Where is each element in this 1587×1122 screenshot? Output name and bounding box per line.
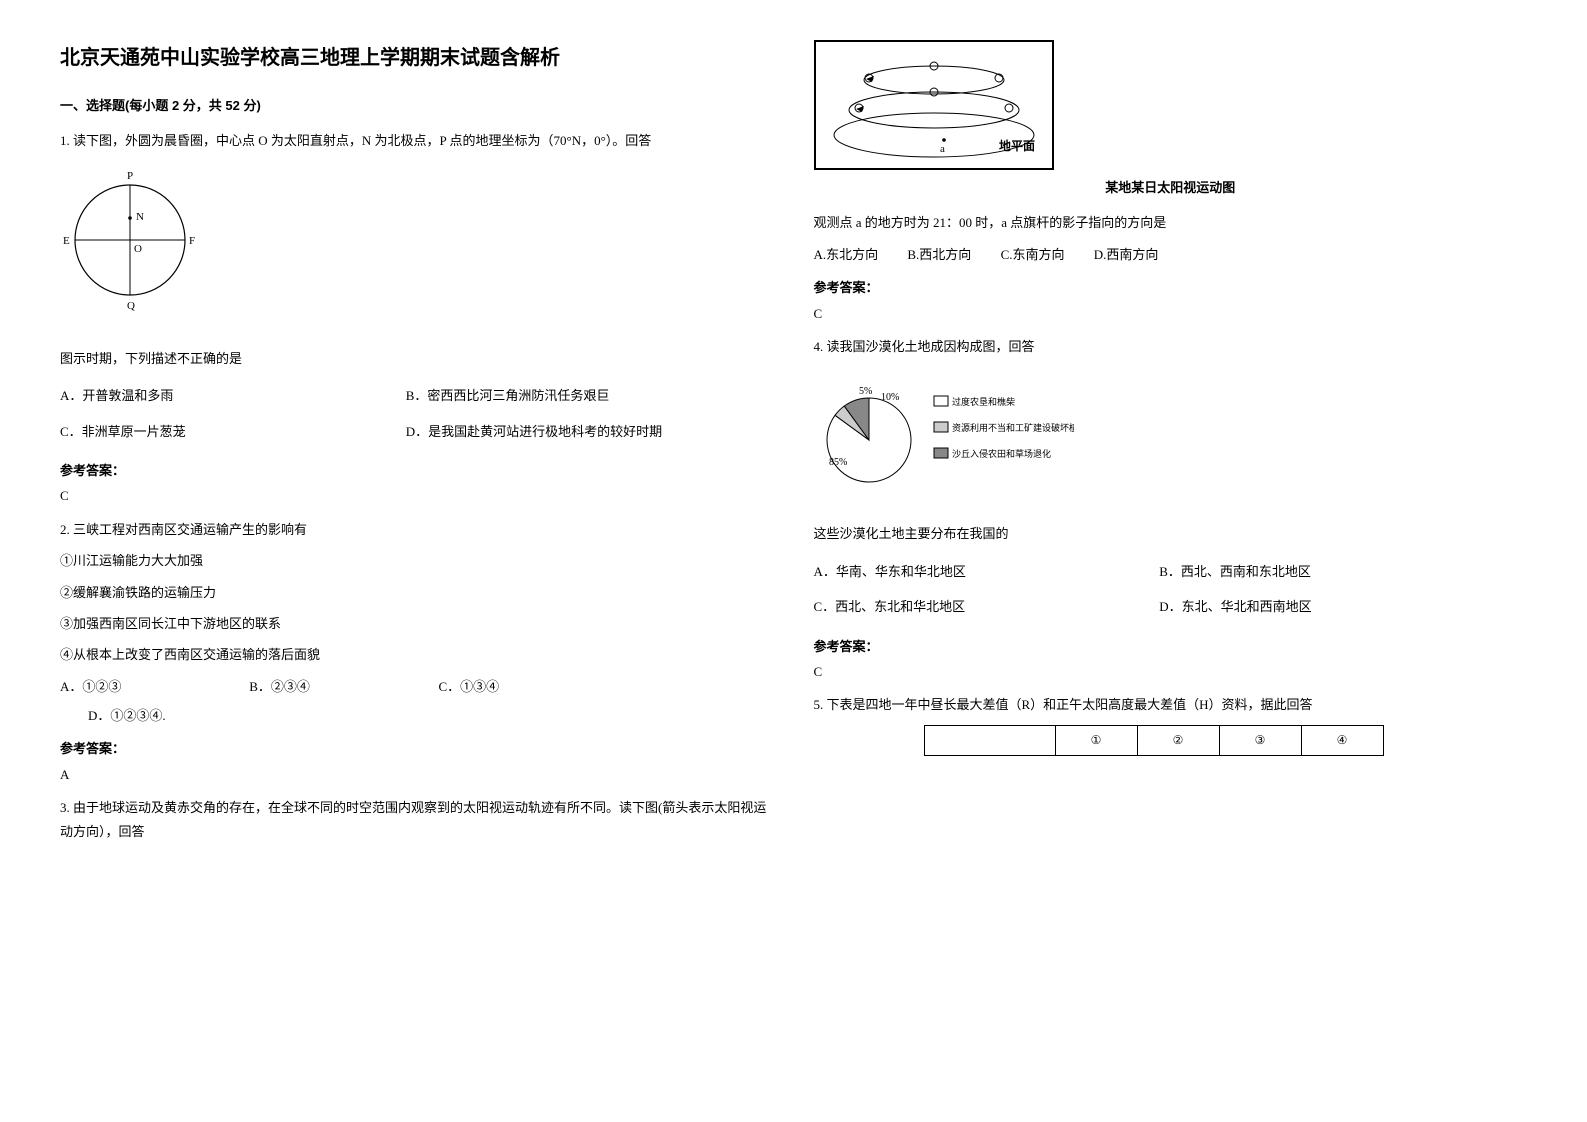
svg-text:F: F xyxy=(189,235,195,247)
q1-stem: 1. 读下图，外圆为晨昏圈，中心点 O 为太阳直射点，N 为北极点，P 点的地理… xyxy=(60,129,774,152)
svg-text:P: P xyxy=(127,170,133,182)
svg-text:a: a xyxy=(940,143,945,155)
q5-th0 xyxy=(924,725,1055,756)
svg-text:沙丘入侵农田和草场退化: 沙丘入侵农田和草场退化 xyxy=(952,448,1051,459)
q5-th2: ② xyxy=(1137,725,1219,756)
svg-text:O: O xyxy=(134,243,142,255)
q2-answer: A xyxy=(60,763,774,786)
q5-th3: ③ xyxy=(1219,725,1301,756)
q4-pie-chart-icon: 85% 5% 10% 过度农垦和樵柴资源利用不当和工矿建设破坏植被沙丘入侵农田和草场退… xyxy=(814,370,1074,510)
q2-item2: ②缓解襄渝铁路的运输压力 xyxy=(60,581,774,604)
q1-option-a: A．开普敦温和多雨 xyxy=(60,384,402,407)
q3-after-fig: 观测点 a 的地方时为 21：00 时，a 点旗杆的影子指向的方向是 xyxy=(814,211,1528,234)
q4-stem: 4. 读我国沙漠化土地成因构成图，回答 xyxy=(814,335,1528,358)
q3-answer-label: 参考答案： xyxy=(814,276,1528,299)
q1-figure: N P E F O Q xyxy=(60,165,774,335)
section-heading: 一、选择题(每小题 2 分，共 52 分) xyxy=(60,94,774,117)
q3-stem: 3. 由于地球运动及黄赤交角的存在，在全球不同的时空范围内观察到的太阳视运动轨迹… xyxy=(60,796,774,843)
q2-option-b: B．②③④ xyxy=(249,675,409,698)
q2-item1: ①川江运输能力大大加强 xyxy=(60,549,774,572)
q2-option-d: D．①②③④. xyxy=(88,704,166,727)
svg-text:资源利用不当和工矿建设破坏植被: 资源利用不当和工矿建设破坏植被 xyxy=(952,422,1074,433)
q1-option-d: D．是我国赴黄河站进行极地科考的较好时期 xyxy=(406,420,748,443)
q3-answer: C xyxy=(814,302,1528,325)
q2-item4: ④从根本上改变了西南区交通运输的落后面貌 xyxy=(60,643,774,666)
q4-option-b: B．西北、西南和东北地区 xyxy=(1159,560,1501,583)
q5-table: ① ② ③ ④ xyxy=(924,725,1384,757)
q1-after-fig: 图示时期，下列描述不正确的是 xyxy=(60,347,774,370)
svg-text:E: E xyxy=(63,235,70,247)
q3-option-d: D.西南方向 xyxy=(1094,243,1159,266)
q4-option-a: A．华南、华东和华北地区 xyxy=(814,560,1156,583)
q1-circle-diagram-icon: N P E F O Q xyxy=(60,165,220,335)
page-title: 北京天通苑中山实验学校高三地理上学期期末试题含解析 xyxy=(60,40,774,76)
q5-th1: ① xyxy=(1055,725,1137,756)
q4-answer-label: 参考答案： xyxy=(814,635,1528,658)
q1-option-b: B．密西西比河三角洲防汛任务艰巨 xyxy=(406,384,748,407)
q5-th4: ④ xyxy=(1301,725,1383,756)
q4-after-fig: 这些沙漠化土地主要分布在我国的 xyxy=(814,522,1528,545)
q3-sun-motion-diagram-icon: a 地平面 xyxy=(814,40,1054,170)
svg-text:N: N xyxy=(136,211,144,223)
q3-option-b: B.西北方向 xyxy=(907,243,971,266)
table-row: ① ② ③ ④ xyxy=(924,725,1383,756)
q3-option-c: C.东南方向 xyxy=(1001,243,1065,266)
q4-figure: 85% 5% 10% 过度农垦和樵柴资源利用不当和工矿建设破坏植被沙丘入侵农田和草场退… xyxy=(814,370,1528,510)
q3-caption: 某地某日太阳视运动图 xyxy=(814,176,1528,199)
q2-stem: 2. 三峡工程对西南区交通运输产生的影响有 xyxy=(60,518,774,541)
q2-answer-label: 参考答案： xyxy=(60,737,774,760)
q2-option-c: C．①③④ xyxy=(439,675,500,698)
q4-option-c: C．西北、东北和华北地区 xyxy=(814,595,1156,618)
svg-text:85%: 85% xyxy=(829,457,847,468)
svg-text:过度农垦和樵柴: 过度农垦和樵柴 xyxy=(952,396,1015,407)
q1-answer-label: 参考答案： xyxy=(60,459,774,482)
q3-option-a: A.东北方向 xyxy=(814,243,879,266)
q4-answer: C xyxy=(814,660,1528,683)
q4-option-d: D．东北、华北和西南地区 xyxy=(1159,595,1501,618)
q5-stem: 5. 下表是四地一年中昼长最大差值（R）和正午太阳高度最大差值（H）资料，据此回… xyxy=(814,693,1528,716)
q2-option-a: A．①②③ xyxy=(60,675,220,698)
q2-item3: ③加强西南区同长江中下游地区的联系 xyxy=(60,612,774,635)
q1-answer: C xyxy=(60,484,774,507)
svg-text:Q: Q xyxy=(127,300,135,312)
svg-text:10%: 10% xyxy=(881,392,899,403)
q1-option-c: C．非洲草原一片葱茏 xyxy=(60,420,402,443)
svg-text:5%: 5% xyxy=(859,386,872,397)
svg-text:地平面: 地平面 xyxy=(999,138,1035,153)
q3-figure: a 地平面 某地某日太阳视运动图 xyxy=(814,40,1528,199)
